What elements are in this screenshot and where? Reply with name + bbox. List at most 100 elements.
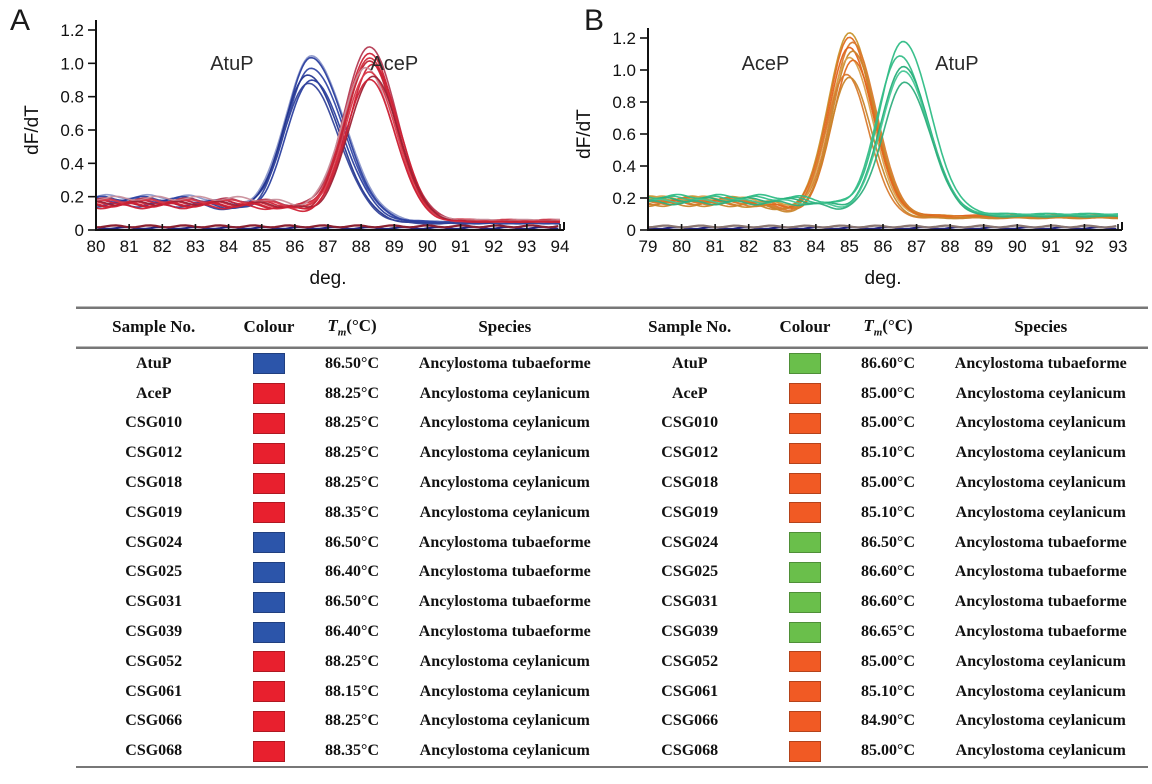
y-tick-label: 0.6: [612, 125, 636, 144]
colour-cell: [231, 442, 306, 464]
y-tick-label: 1.0: [612, 61, 636, 80]
sample-no-cell: CSG025: [661, 563, 719, 581]
colour-swatch: [252, 710, 285, 732]
x-tick-label: 83: [773, 237, 792, 256]
sample-no-cell: CSG066: [661, 712, 719, 730]
species-cell: Ancylostoma ceylanicum: [955, 474, 1126, 492]
tm-cell: 86.60°C: [861, 593, 915, 611]
species-cell: Ancylostoma ceylanicum: [419, 503, 590, 521]
species-cell: Ancylostoma ceylanicum: [419, 652, 590, 670]
x-tick-label: 80: [87, 237, 106, 256]
x-tick-label: 90: [418, 237, 437, 256]
sample-no-cell: CSG039: [661, 623, 719, 641]
tm-cell: 86.60°C: [861, 354, 915, 372]
y-tick-label: 0.2: [60, 188, 84, 207]
colour-cell: [767, 502, 842, 524]
colour-cell: [767, 532, 842, 554]
species-cell: Ancylostoma ceylanicum: [419, 384, 590, 402]
sample-no-cell: CSG019: [661, 503, 719, 521]
species-cell: Ancylostoma ceylanicum: [955, 742, 1126, 760]
species-cell: Ancylostoma ceylanicum: [955, 384, 1126, 402]
sample-no-cell: CSG066: [125, 712, 183, 730]
sample-no-cell: CSG061: [661, 682, 719, 700]
table-top-rule: [76, 306, 1148, 309]
y-tick-label: 0.4: [612, 157, 636, 176]
header-tm-symbol: T: [327, 316, 338, 336]
header-colour: Colour: [779, 317, 831, 337]
y-axis-label: dF/dT: [576, 109, 595, 159]
curve-annotation: AtuP: [210, 53, 253, 75]
table-row: CSG025 86.40°C Ancylostoma tubaeforme CS…: [76, 558, 1148, 588]
x-tick-label: 89: [385, 237, 404, 256]
flat-baseline: [647, 224, 1117, 229]
x-tick-label: 80: [672, 237, 691, 256]
tm-cell: 86.60°C: [861, 563, 915, 581]
table-header-right: Sample No. Colour Tm(°C) Species: [612, 316, 1148, 338]
sample-no-cell: CSG061: [125, 682, 183, 700]
species-cell: Ancylostoma ceylanicum: [955, 682, 1126, 700]
table-header-row: Sample No. Colour Tm(°C) Species Sample …: [76, 309, 1148, 346]
tm-cell: 86.40°C: [325, 563, 379, 581]
header-tm-unit: (°C): [346, 316, 377, 336]
tm-cell: 88.35°C: [325, 742, 379, 760]
sample-no-cell: CSG068: [661, 742, 719, 760]
colour-swatch: [252, 502, 285, 524]
curve-path: [647, 81, 1119, 218]
y-tick-label: 0.6: [60, 121, 84, 140]
colour-swatch: [252, 383, 285, 405]
y-axis-label: dF/dT: [22, 105, 43, 155]
colour-swatch: [788, 740, 821, 762]
table-row: CSG019 88.35°C Ancylostoma ceylanicum CS…: [76, 498, 1148, 528]
colour-cell: [231, 532, 306, 554]
colour-cell: [231, 710, 306, 732]
tm-cell: 88.25°C: [325, 712, 379, 730]
header-tm-symbol: T: [863, 316, 874, 336]
species-cell: Ancylostoma ceylanicum: [419, 414, 590, 432]
colour-cell: [231, 472, 306, 494]
colour-swatch: [252, 442, 285, 464]
header-tm-subscript: m: [873, 326, 883, 339]
sample-no-cell: CSG031: [661, 593, 719, 611]
colour-cell: [767, 681, 842, 703]
curve-annotation: AceP: [742, 53, 790, 75]
x-tick-label: 81: [706, 237, 725, 256]
tm-cell: 88.25°C: [325, 652, 379, 670]
tm-cell: 86.50°C: [325, 533, 379, 551]
species-cell: Ancylostoma ceylanicum: [419, 444, 590, 462]
x-axis-label: deg.: [310, 268, 347, 289]
colour-swatch: [252, 532, 285, 554]
curve-annotation: AceP: [370, 53, 418, 75]
x-tick-label: 86: [285, 237, 304, 256]
colour-cell: [231, 740, 306, 762]
colour-cell: [231, 621, 306, 643]
sample-no-cell: CSG039: [125, 623, 183, 641]
colour-swatch: [788, 561, 821, 583]
species-cell: Ancylostoma ceylanicum: [955, 503, 1126, 521]
colour-cell: [231, 561, 306, 583]
curve-path: [647, 31, 1119, 217]
colour-cell: [231, 383, 306, 405]
tm-cell: 85.00°C: [861, 742, 915, 760]
y-tick-label: 0: [627, 221, 636, 240]
tm-cell: 85.00°C: [861, 474, 915, 492]
sample-no-cell: CSG052: [125, 652, 183, 670]
x-tick-label: 84: [219, 237, 238, 256]
tm-cell: 88.25°C: [325, 474, 379, 492]
species-cell: Ancylostoma tubaeforme: [954, 354, 1127, 372]
table-header-left: Sample No. Colour Tm(°C) Species: [76, 316, 612, 338]
species-cell: Ancylostoma ceylanicum: [955, 652, 1126, 670]
table-row: CSG039 86.40°C Ancylostoma tubaeforme CS…: [76, 617, 1148, 647]
colour-cell: [767, 561, 842, 583]
colour-cell: [231, 651, 306, 673]
colour-cell: [231, 502, 306, 524]
x-tick-label: 79: [639, 237, 658, 256]
colour-cell: [767, 621, 842, 643]
x-tick-label: 84: [806, 237, 825, 256]
colour-swatch: [788, 591, 821, 613]
tm-cell: 85.00°C: [861, 414, 915, 432]
table-row: CSG024 86.50°C Ancylostoma tubaeforme CS…: [76, 528, 1148, 558]
y-tick-label: 0.8: [60, 88, 84, 107]
colour-cell: [231, 353, 306, 375]
tm-cell: 86.50°C: [861, 533, 915, 551]
curve-path: [647, 41, 1119, 218]
